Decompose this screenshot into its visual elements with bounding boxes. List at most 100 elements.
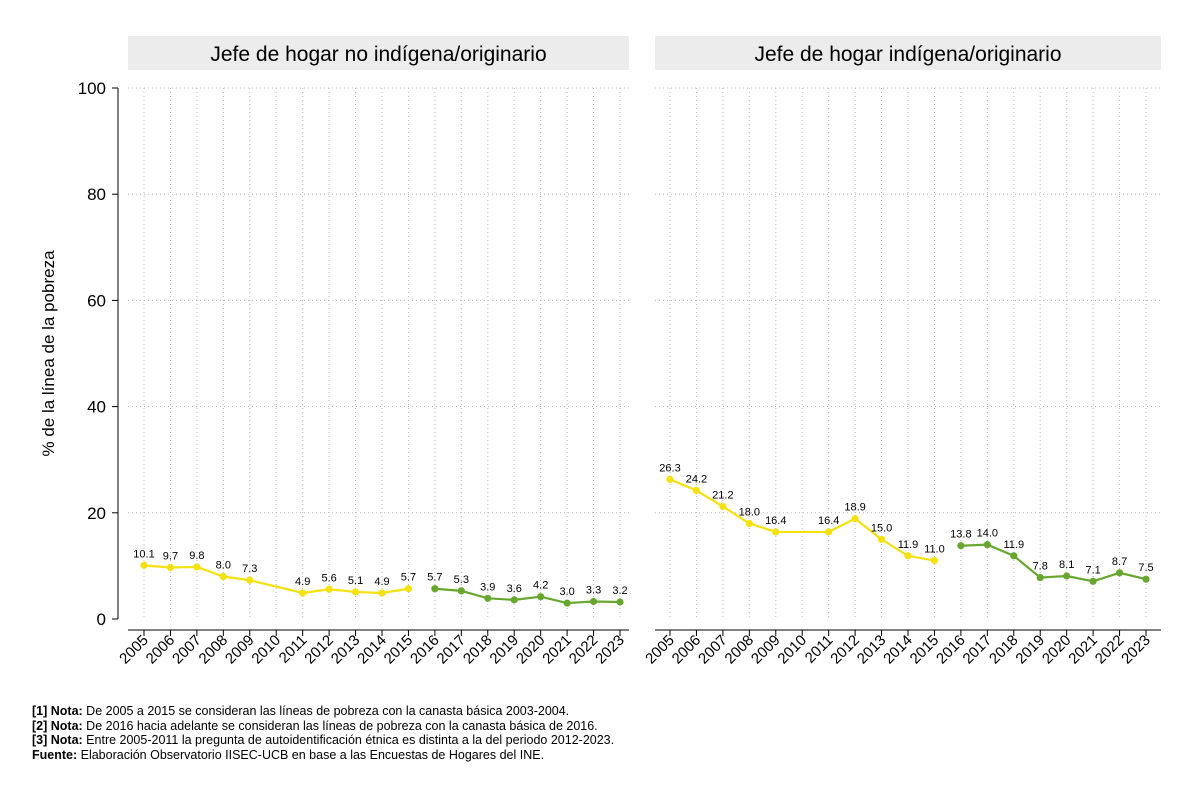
x-tick-label-2010: 2010 bbox=[774, 632, 810, 668]
x-tick-label-2020: 2020 bbox=[1039, 632, 1075, 668]
x-tick-label-2023: 2023 bbox=[592, 632, 628, 668]
x-tick-label-2005: 2005 bbox=[642, 632, 678, 668]
x-tick-label-2012: 2012 bbox=[827, 632, 863, 668]
x-tick-label-2010: 2010 bbox=[248, 632, 284, 668]
data-point-2013 bbox=[877, 535, 886, 543]
data-point-2018 bbox=[484, 594, 492, 602]
y-tick-label-60: 60 bbox=[87, 291, 106, 310]
x-tick-label-2009: 2009 bbox=[748, 632, 784, 668]
y-tick-label-80: 80 bbox=[87, 185, 106, 204]
data-point-2009 bbox=[246, 576, 254, 584]
x-tick-label-2020: 2020 bbox=[513, 632, 549, 668]
data-label-2012: 18.9 bbox=[844, 502, 865, 514]
data-label-2019: 3.6 bbox=[507, 583, 522, 595]
x-tick-label-2014: 2014 bbox=[354, 632, 390, 668]
x-tick-label-2007: 2007 bbox=[169, 632, 205, 668]
panel-1: Jefe de hogar no indígena/originario 2005… bbox=[116, 36, 629, 667]
note-2-text: De 2016 hacia adelante se consideran las… bbox=[82, 718, 598, 733]
x-tick-label-2019: 2019 bbox=[486, 632, 522, 668]
data-label-2009: 7.3 bbox=[242, 563, 257, 575]
source-note: Fuente: Elaboración Observatorio IISEC-U… bbox=[32, 748, 614, 763]
data-label-2019: 7.8 bbox=[1033, 561, 1048, 573]
data-label-2021: 7.1 bbox=[1085, 564, 1100, 576]
note-3-label: [3] Nota: bbox=[32, 733, 83, 747]
data-point-2020 bbox=[537, 593, 545, 601]
data-label-2022: 8.7 bbox=[1112, 556, 1127, 568]
data-label-2011: 4.9 bbox=[295, 576, 310, 588]
data-point-2019 bbox=[510, 596, 518, 604]
data-point-2007 bbox=[719, 502, 727, 511]
panel-2: Jefe de hogar indígena/originario2005200… bbox=[642, 36, 1161, 667]
x-tick-label-2019: 2019 bbox=[1012, 632, 1048, 668]
series-line-1 bbox=[669, 478, 935, 562]
x-tick-label-2007: 2007 bbox=[695, 632, 731, 668]
data-point-2017 bbox=[457, 587, 465, 595]
x-tick-label-2014: 2014 bbox=[880, 632, 916, 668]
x-tick-label-2008: 2008 bbox=[722, 632, 758, 668]
data-point-2012 bbox=[851, 515, 859, 523]
data-point-2008 bbox=[745, 519, 753, 528]
panel-2-header bbox=[655, 36, 1161, 70]
x-tick-label-2016: 2016 bbox=[407, 632, 443, 668]
data-point-2005 bbox=[140, 561, 148, 569]
data-point-2023 bbox=[616, 598, 624, 606]
x-tick-label-2022: 2022 bbox=[1092, 632, 1128, 668]
data-label-2008: 18.0 bbox=[739, 506, 760, 518]
data-point-2005 bbox=[666, 475, 674, 483]
x-tick-label-2021: 2021 bbox=[1065, 632, 1101, 668]
data-point-2020 bbox=[1063, 572, 1071, 580]
data-point-2021 bbox=[563, 599, 571, 607]
data-label-2005: 26.3 bbox=[659, 462, 680, 474]
data-label-2006: 24.2 bbox=[686, 473, 707, 485]
data-label-2017: 14.0 bbox=[977, 528, 998, 540]
data-label-2020: 8.1 bbox=[1059, 559, 1074, 571]
x-tick-label-2015: 2015 bbox=[907, 632, 943, 668]
y-tick-label-0: 0 bbox=[97, 610, 106, 629]
data-point-2015 bbox=[930, 556, 939, 565]
x-tick-label-2012: 2012 bbox=[301, 632, 337, 668]
data-label-2014: 4.9 bbox=[374, 576, 389, 588]
data-point-2021 bbox=[1089, 577, 1097, 585]
y-tick-label-100: 100 bbox=[78, 79, 106, 98]
data-point-2018 bbox=[1010, 552, 1018, 560]
data-label-2017: 5.3 bbox=[454, 574, 469, 586]
note-2: [2] Nota: De 2016 hacia adelante se cons… bbox=[32, 719, 614, 734]
note-1-label: [1] Nota: bbox=[32, 704, 83, 718]
data-point-2006 bbox=[692, 486, 701, 495]
note-3-text: Entre 2005-2011 la pregunta de autoident… bbox=[82, 733, 615, 747]
data-point-2023 bbox=[1142, 575, 1150, 583]
y-axis-label: % de la línea de la pobreza bbox=[39, 250, 58, 457]
data-point-2019 bbox=[1036, 573, 1044, 582]
x-tick-label-2008: 2008 bbox=[196, 632, 232, 668]
data-point-2011 bbox=[825, 528, 833, 536]
x-tick-label-2013: 2013 bbox=[854, 632, 890, 668]
y-tick-label-20: 20 bbox=[87, 504, 106, 523]
data-point-2013 bbox=[351, 588, 360, 596]
x-tick-label-2018: 2018 bbox=[460, 632, 496, 668]
data-point-2022 bbox=[1115, 569, 1124, 577]
x-tick-label-2006: 2006 bbox=[669, 632, 705, 668]
data-label-2018: 11.9 bbox=[1003, 539, 1024, 551]
y-tick-label-40: 40 bbox=[87, 398, 106, 417]
data-label-2020: 4.2 bbox=[533, 580, 548, 592]
data-label-2012: 5.6 bbox=[321, 572, 336, 584]
series-line-2 bbox=[960, 543, 1147, 583]
x-tick-label-2009: 2009 bbox=[222, 632, 258, 668]
data-point-2008 bbox=[219, 572, 227, 581]
x-tick-label-2022: 2022 bbox=[566, 632, 602, 668]
data-point-2022 bbox=[589, 597, 598, 606]
panel-2-title: Jefe de hogar indígena/originario bbox=[754, 43, 1061, 66]
source-label: Fuente: bbox=[32, 747, 78, 762]
data-label-2013: 15.0 bbox=[871, 522, 892, 534]
note-3: [3] Nota: Entre 2005-2011 la pregunta de… bbox=[32, 733, 614, 748]
source-text: Elaboración Observatorio IISEC-UCB en ba… bbox=[77, 747, 545, 762]
data-label-2015: 5.7 bbox=[401, 572, 416, 584]
x-tick-label-2017: 2017 bbox=[434, 632, 470, 668]
data-label-2023: 3.2 bbox=[612, 585, 627, 597]
data-label-2008: 8.0 bbox=[216, 560, 231, 572]
poverty-line-chart: 0 20 40 60 80 100 % de la línea de la pobreza J… bbox=[39, 36, 1161, 667]
data-label-2013: 5.1 bbox=[348, 575, 363, 587]
x-tick-label-2018: 2018 bbox=[986, 632, 1022, 668]
data-point-2016 bbox=[957, 542, 965, 550]
x-tick-label-2005: 2005 bbox=[116, 632, 152, 668]
